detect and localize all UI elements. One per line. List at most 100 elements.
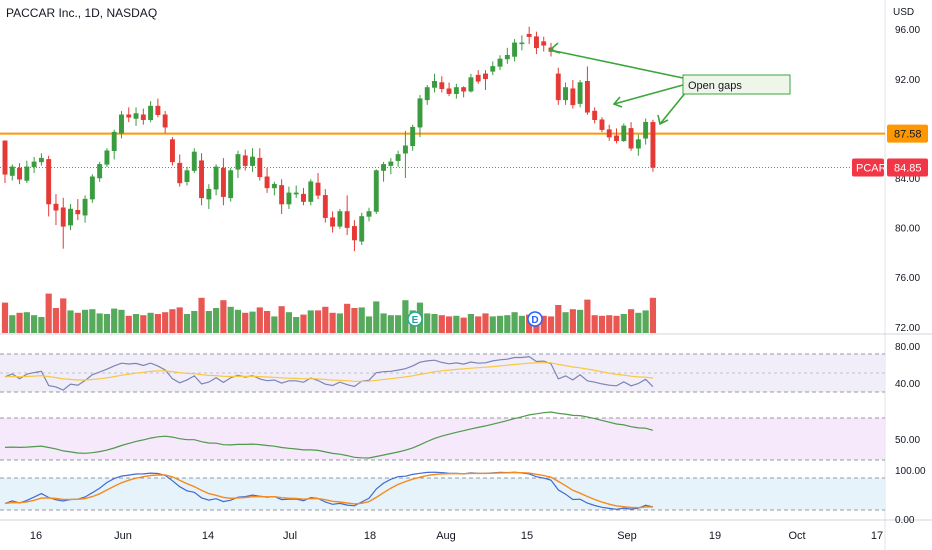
candle[interactable] [133, 113, 139, 119]
candle[interactable] [555, 73, 561, 101]
candle[interactable] [169, 139, 175, 163]
candle[interactable] [584, 81, 590, 113]
candle[interactable] [97, 164, 103, 179]
candle[interactable] [68, 208, 73, 226]
candle[interactable] [599, 119, 605, 130]
candle[interactable] [286, 192, 292, 205]
candle[interactable] [388, 161, 394, 166]
candle[interactable] [17, 167, 23, 180]
event-marker[interactable] [407, 311, 423, 327]
candle[interactable] [417, 98, 423, 128]
candle[interactable] [592, 110, 598, 120]
candle[interactable] [250, 156, 255, 166]
candle[interactable] [279, 185, 285, 205]
candle[interactable] [264, 176, 270, 189]
candle[interactable] [563, 87, 569, 101]
candle[interactable] [206, 188, 212, 200]
candle[interactable] [235, 154, 241, 170]
candle[interactable] [301, 193, 306, 202]
candle[interactable] [177, 162, 183, 184]
candle[interactable] [46, 159, 52, 205]
candle[interactable] [504, 54, 510, 60]
candle[interactable] [446, 88, 452, 94]
candle[interactable] [606, 129, 612, 138]
candle[interactable] [439, 82, 445, 89]
candle[interactable] [381, 164, 387, 171]
annotation-box[interactable] [682, 74, 791, 95]
price-tick-label: 96.00 [895, 25, 920, 36]
candle[interactable] [82, 198, 88, 216]
candle[interactable] [89, 176, 95, 200]
candle[interactable] [519, 42, 525, 45]
candle[interactable] [359, 216, 365, 242]
candle[interactable] [628, 128, 634, 149]
candle[interactable] [643, 121, 649, 139]
candle[interactable] [104, 150, 110, 165]
candle[interactable] [461, 87, 467, 92]
candle[interactable] [213, 166, 219, 190]
candle[interactable] [570, 88, 576, 106]
candle[interactable] [432, 81, 437, 88]
event-marker[interactable] [527, 311, 543, 327]
volume-bar [23, 312, 30, 333]
candle[interactable] [315, 182, 321, 196]
candle[interactable] [344, 211, 350, 228]
volume-bar [213, 308, 220, 333]
candle[interactable] [140, 114, 146, 120]
candle[interactable] [155, 105, 161, 116]
candle[interactable] [9, 166, 15, 176]
candle[interactable] [308, 181, 314, 202]
candle[interactable] [191, 151, 197, 171]
candle[interactable] [512, 42, 518, 57]
candle[interactable] [111, 131, 117, 151]
candle[interactable] [526, 33, 532, 37]
candle[interactable] [635, 139, 641, 149]
candle[interactable] [373, 170, 379, 212]
candle[interactable] [257, 157, 263, 178]
candle[interactable] [53, 203, 59, 211]
candle[interactable] [75, 209, 81, 215]
candle[interactable] [220, 167, 226, 197]
candle[interactable] [242, 155, 248, 166]
candle[interactable] [475, 74, 481, 82]
candle[interactable] [162, 114, 168, 128]
candle[interactable] [366, 211, 372, 217]
candle[interactable] [337, 211, 343, 227]
candle[interactable] [148, 105, 154, 120]
candle[interactable] [24, 166, 30, 181]
volume-bar [81, 309, 89, 333]
candle[interactable] [31, 161, 37, 168]
candle[interactable] [330, 217, 336, 227]
candle[interactable] [497, 58, 503, 67]
candle[interactable] [453, 87, 459, 94]
candle[interactable] [60, 207, 66, 227]
candle[interactable] [468, 77, 474, 92]
candle[interactable] [228, 170, 234, 199]
candle[interactable] [38, 157, 44, 163]
candle[interactable] [424, 87, 430, 101]
candle[interactable] [402, 145, 408, 154]
candle[interactable] [533, 36, 539, 49]
candle[interactable] [322, 195, 328, 218]
candle[interactable] [490, 66, 496, 72]
volume-bar [52, 308, 60, 333]
candle[interactable] [2, 140, 8, 175]
candle[interactable] [119, 114, 124, 134]
candle[interactable] [184, 170, 190, 182]
candle[interactable] [271, 183, 277, 189]
level-price-tag[interactable] [887, 124, 928, 143]
candle[interactable] [577, 82, 583, 104]
candle[interactable] [614, 135, 619, 142]
candle[interactable] [483, 73, 488, 80]
candle[interactable] [410, 126, 416, 147]
current-price-tag[interactable] [887, 158, 928, 177]
candle[interactable] [126, 114, 132, 118]
candle[interactable] [541, 41, 547, 46]
candle[interactable] [351, 226, 357, 241]
candle[interactable] [621, 125, 627, 142]
candle[interactable] [293, 192, 299, 195]
candle[interactable] [199, 160, 205, 199]
candle[interactable] [650, 121, 656, 168]
candle[interactable] [395, 154, 401, 161]
